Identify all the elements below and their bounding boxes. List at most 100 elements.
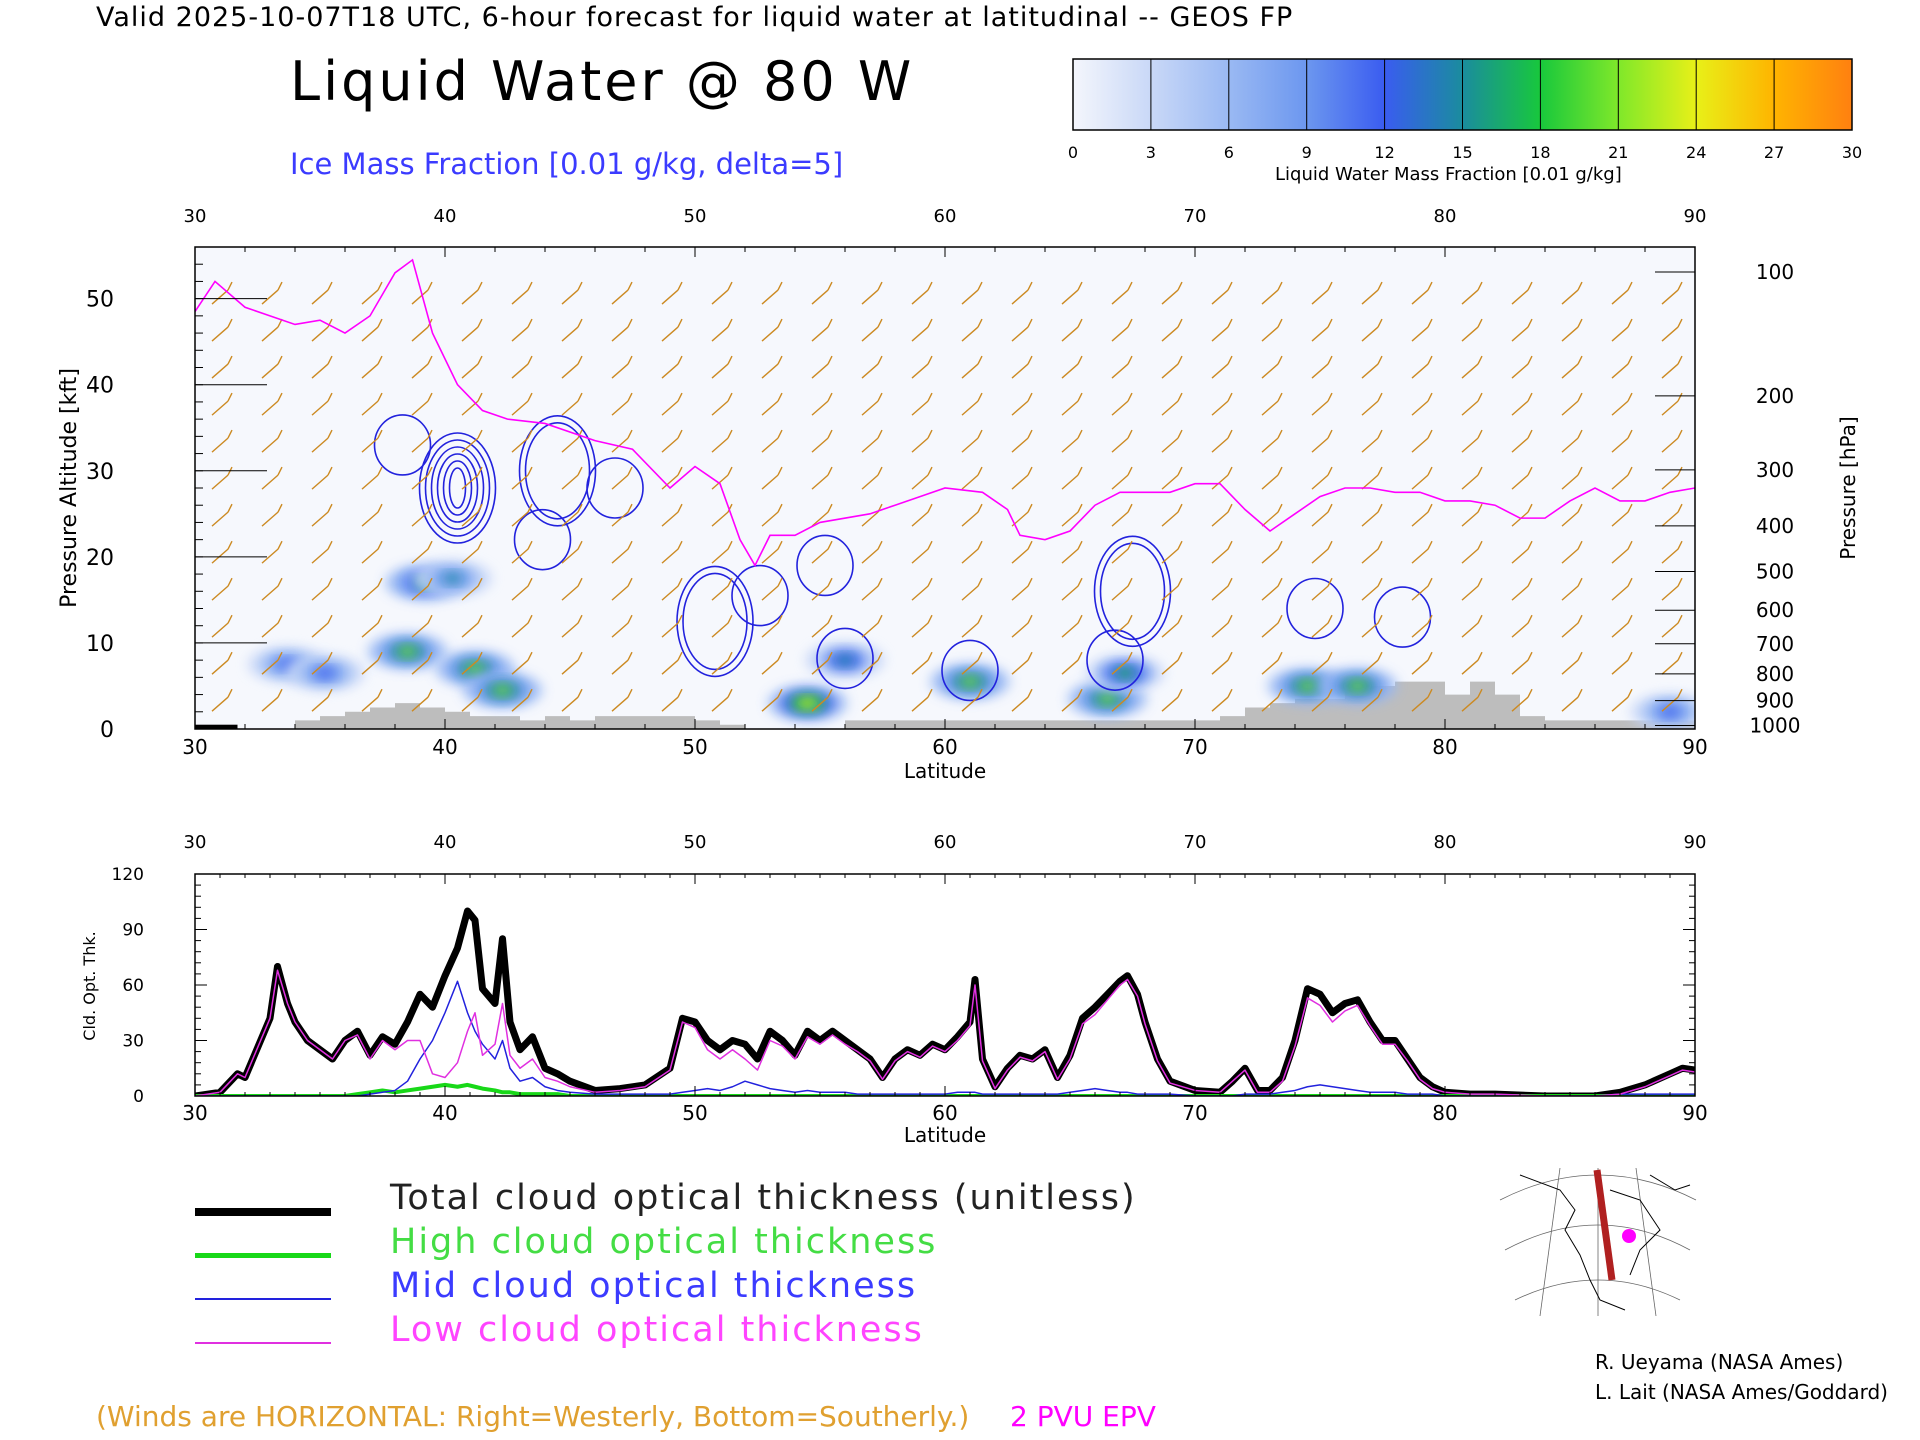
wind-barb [461,651,483,675]
wind-barb [1411,651,1433,675]
wind-barb [1111,392,1133,416]
wind-barb [1611,392,1633,416]
colorbar-tick-label: 9 [1302,143,1312,162]
wind-barb [861,651,883,675]
wind-barb [1611,429,1633,453]
wind-barb [1011,466,1033,490]
ice-contour [436,453,479,523]
wind-barb [1161,688,1183,712]
y-tick-label: 120 [112,865,144,885]
wind-barb [1661,429,1683,453]
wind-barb [511,318,533,342]
wind-barb [1311,281,1333,305]
wind-barb [1061,614,1083,638]
x-tick-label: 50 [682,735,707,759]
wind-barb [611,651,633,675]
wind-barb [361,281,383,305]
wind-barb [311,281,333,305]
x-tick-label-top: 50 [684,832,707,853]
wind-barb [1661,466,1683,490]
wind-barb [361,503,383,527]
map-gridline [1635,1167,1657,1317]
wind-barb [1561,614,1583,638]
pressure-tick-label: 700 [1756,632,1794,656]
wind-barb [1511,503,1533,527]
wind-barb [811,577,833,601]
liquid-water-blob [1348,680,1367,691]
wind-barb [611,466,633,490]
wind-barb [861,281,883,305]
wind-barb [1011,392,1033,416]
wind-barb [961,651,983,675]
wind-barb [1011,688,1033,712]
wind-barb [1161,392,1183,416]
ice-contour [513,508,572,571]
epv-2pvu-line [195,258,1695,568]
x-tick-label: 80 [1432,1101,1457,1125]
wind-barb [911,429,933,453]
x-tick-label: 60 [932,1101,957,1125]
wind-barb [811,466,833,490]
wind-barb [1061,392,1083,416]
wind-barb [1161,429,1183,453]
wind-barb [711,688,733,712]
wind-barb [1111,466,1133,490]
wind-barb [761,577,783,601]
wind-barb [1011,429,1033,453]
wind-barb [761,688,783,712]
wind-barb [1461,355,1483,379]
wind-barb [361,429,383,453]
wind-barb [611,318,633,342]
y-tick-label: 0 [133,1087,144,1107]
ice-contour [941,639,999,702]
wind-barb [1661,355,1683,379]
y-tick-label: 10 [86,632,114,657]
x-tick-label-top: 80 [1434,206,1457,227]
wind-barb [961,318,983,342]
wind-barb [661,318,683,342]
wind-barb [1211,281,1233,305]
wind-barb [1561,355,1583,379]
wind-barb [561,355,583,379]
wind-barb [1611,318,1633,342]
wind-barb [1111,614,1133,638]
wind-barb [911,577,933,601]
wind-barb [1211,688,1233,712]
colorbar-tick-label: 6 [1224,143,1234,162]
wind-barb [861,540,883,564]
cross-section-panel: 30 30 40 40 50 50 60 60 70 70 80 80 90 90 Latitude 0 10 2… [57,206,1860,783]
wind-barb [1111,281,1133,305]
x-axis-label: Latitude [904,759,986,783]
x-tick-label: 80 [1432,735,1457,759]
x-tick-label: 90 [1682,735,1707,759]
liquid-water-blob [493,685,512,696]
wind-barb [1211,392,1233,416]
wind-barb [661,281,683,305]
wind-barb [1511,614,1533,638]
wind-barb [361,355,383,379]
ice-contour [430,446,485,530]
wind-barb [961,614,983,638]
wind-barb [311,355,333,379]
wind-barb [1611,688,1633,712]
wind-barb [1311,688,1333,712]
wind-barb [361,688,383,712]
wind-barb [961,540,983,564]
wind-barb [1411,614,1433,638]
wind-barb [261,577,283,601]
wind-barb [1411,466,1433,490]
wind-barb [561,577,583,601]
wind-barb [611,429,633,453]
wind-barb [1361,688,1383,712]
y-tick-label: 40 [86,374,114,399]
wind-barb [1411,281,1433,305]
wind-barb [761,503,783,527]
ice-contour [586,457,644,519]
wind-barb [1211,318,1233,342]
wind-barb [711,318,733,342]
wind-barb [861,577,883,601]
wind-barb [1561,503,1583,527]
wind-barb [611,688,633,712]
wind-barb [1261,318,1283,342]
wind-barb [1511,429,1533,453]
